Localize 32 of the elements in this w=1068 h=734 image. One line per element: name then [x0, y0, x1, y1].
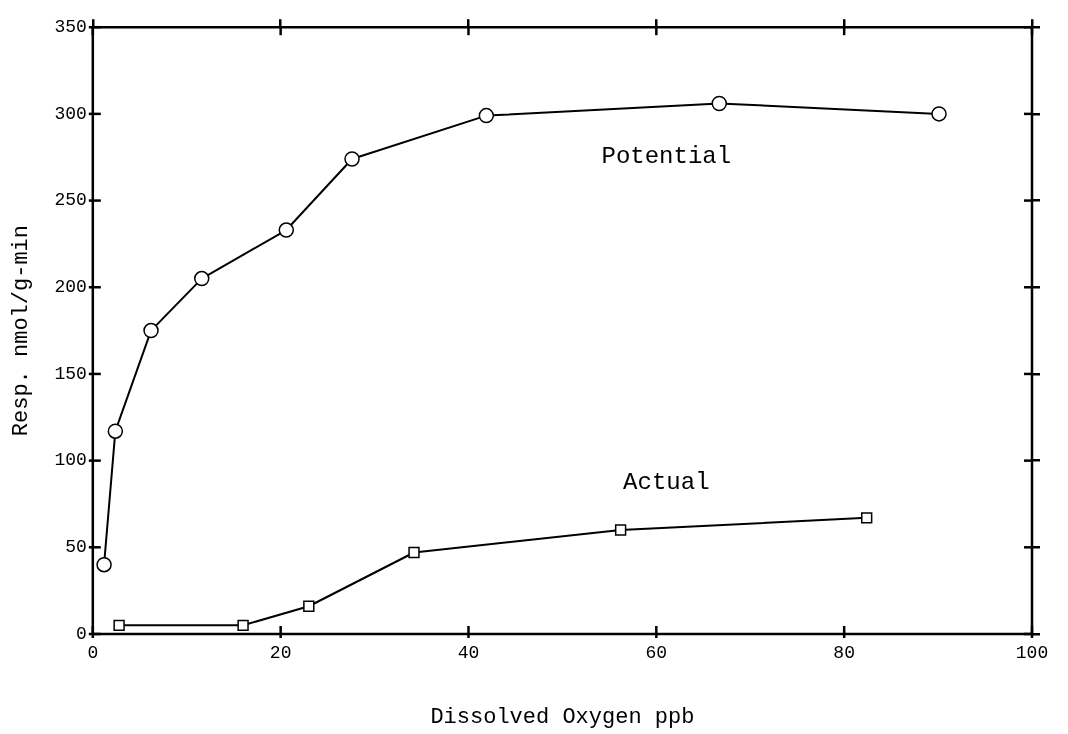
point: [113, 619, 125, 632]
point: [96, 556, 112, 573]
point: [143, 322, 159, 339]
point: [408, 546, 420, 559]
point: [237, 619, 249, 632]
y-tick-label: 0: [75, 623, 87, 644]
y-tick-label: 300: [54, 103, 87, 124]
point: [931, 106, 947, 122]
point: [478, 107, 495, 124]
y-tick-label: 100: [54, 450, 87, 471]
y-tick-label: 150: [54, 363, 87, 384]
y-tick-label: 250: [54, 190, 87, 211]
x-tick-label: 40: [457, 642, 480, 663]
point: [303, 600, 315, 612]
point: [614, 524, 627, 536]
y-axis-title: Resp. nmol/g-min: [9, 224, 35, 437]
x-tick-label: 100: [1015, 642, 1049, 663]
point: [107, 423, 124, 439]
point: [194, 270, 210, 287]
point: [278, 222, 295, 238]
y-tick-label: 50: [65, 537, 87, 558]
point: [711, 95, 727, 112]
series-label: Actual: [623, 468, 710, 496]
series-label: Potential: [601, 143, 732, 171]
y-tick-label: 350: [54, 16, 87, 37]
point: [861, 512, 873, 524]
x-tick-label: 60: [645, 642, 668, 663]
x-axis-title: Dissolved Oxygen ppb: [430, 704, 695, 730]
x-tick-label: 20: [269, 642, 292, 663]
point: [344, 151, 360, 167]
x-tick-label: 80: [833, 642, 855, 663]
y-tick-label: 200: [54, 277, 87, 298]
